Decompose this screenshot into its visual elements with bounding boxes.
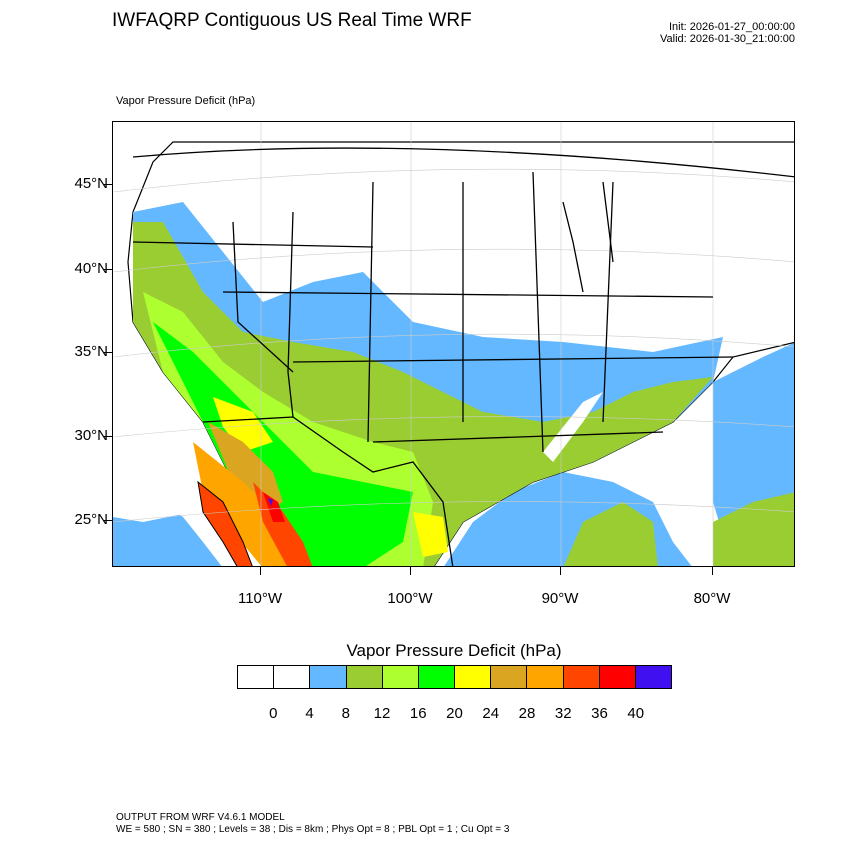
field-subtitle: Vapor Pressure Deficit (hPa) xyxy=(116,95,256,107)
lon-tick xyxy=(260,567,261,575)
lat-tick xyxy=(104,269,112,270)
colorbar-swatch xyxy=(418,666,456,688)
vpd-map xyxy=(112,121,795,567)
colorbar-swatch xyxy=(274,666,311,688)
lat-tick xyxy=(104,520,112,521)
vpd-24-28-region xyxy=(208,422,283,512)
lat-label: 30°N xyxy=(74,427,108,444)
colorbar-swatch xyxy=(346,666,383,688)
lon-tick xyxy=(560,567,561,575)
colorbar-swatch xyxy=(527,666,564,688)
colorbar-swatch xyxy=(310,666,347,688)
vpd-20-28-region xyxy=(213,397,273,452)
vpd-40plus-spot xyxy=(268,498,273,506)
lat-tick xyxy=(104,436,112,437)
map-canvas xyxy=(113,122,794,566)
pacific-ocean-white xyxy=(113,467,193,522)
colorbar-label: 16 xyxy=(409,705,427,722)
valid-time: Valid: 2026-01-30_21:00:00 xyxy=(660,33,795,45)
lat-label: 35°N xyxy=(74,343,108,360)
lat-label: 45°N xyxy=(74,175,108,192)
colorbar-label: 32 xyxy=(554,705,572,722)
colorbar-label: 12 xyxy=(373,705,391,722)
model-info-line2: WE = 580 ; SN = 380 ; Levels = 38 ; Dis … xyxy=(116,824,510,835)
colorbar-title: Vapor Pressure Deficit (hPa) xyxy=(346,641,562,660)
colorbar-label: 28 xyxy=(518,705,536,722)
colorbar-swatch xyxy=(382,666,419,688)
gulf-green xyxy=(563,502,658,566)
lon-label: 100°W xyxy=(387,590,433,607)
texas-yellow xyxy=(413,512,448,557)
colorbar-swatch xyxy=(455,666,492,688)
lat-tick xyxy=(104,352,112,353)
colorbar-label: 8 xyxy=(341,705,350,722)
baja-peninsula xyxy=(197,480,253,566)
lon-tick xyxy=(712,567,713,575)
borders xyxy=(132,147,794,566)
colorbar-swatch xyxy=(563,666,600,688)
southeast-low-vpd xyxy=(543,392,603,462)
graticule xyxy=(113,122,794,566)
vpd-36-40-region xyxy=(263,492,285,522)
colorbar-label: 40 xyxy=(627,705,645,722)
plot-title: IWFAQRP Contiguous US Real Time WRF xyxy=(112,10,472,31)
colorbar-label: 36 xyxy=(591,705,608,722)
colorbar-label: 0 xyxy=(269,705,278,722)
colorbar-swatch xyxy=(238,666,275,688)
atlantic-green xyxy=(713,492,794,566)
colorbar-swatch xyxy=(635,666,672,688)
lat-tick xyxy=(104,184,112,185)
colorbar-label: 4 xyxy=(305,705,314,722)
lon-tick xyxy=(410,567,411,575)
colorbar-label: 20 xyxy=(446,705,463,722)
colorbar-swatch xyxy=(491,666,528,688)
lon-label: 80°W xyxy=(693,590,731,607)
colorbar xyxy=(237,665,672,689)
init-time: Init: 2026-01-27_00:00:00 xyxy=(669,21,795,33)
colorbar-swatch xyxy=(599,666,636,688)
model-info-line1: OUTPUT FROM WRF V4.6.1 MODEL xyxy=(116,812,285,823)
lon-label: 90°W xyxy=(541,590,579,607)
lon-label: 110°W xyxy=(237,590,283,607)
colorbar-label: 24 xyxy=(482,705,500,722)
lat-label: 40°N xyxy=(74,260,108,277)
lat-label: 25°N xyxy=(74,511,108,528)
